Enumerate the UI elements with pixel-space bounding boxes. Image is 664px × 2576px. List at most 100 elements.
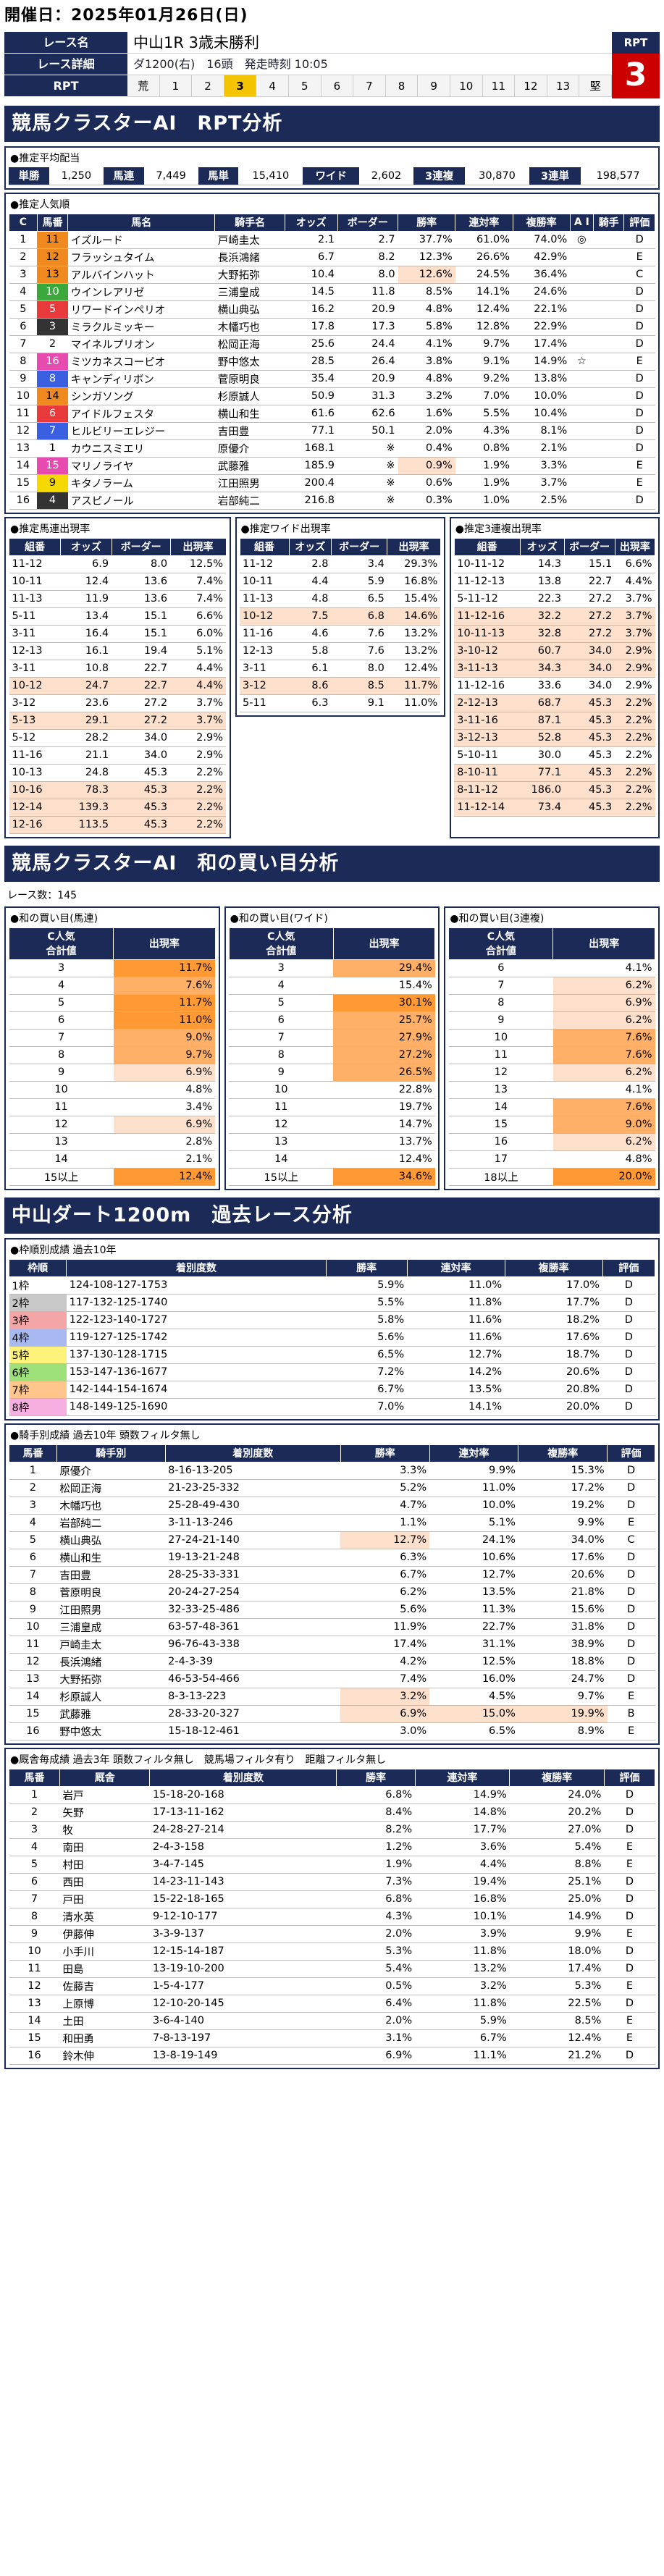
cell: 松岡正海 [214, 335, 285, 353]
sum-value: 10 [9, 1081, 114, 1099]
horse-name: ウインレアリゼ [67, 283, 215, 301]
cell: 6.9 [60, 555, 112, 573]
cell: 12.4% [455, 300, 513, 319]
horse-name: ミツカネスコーピオ [67, 353, 215, 371]
table-row: 13 1 カウニスミエリ 原優介 168.1 ※ 0.4% 0.8% 2.1% D [9, 439, 655, 458]
sum-value: 8 [229, 1046, 334, 1064]
table-row: 18以上 20.0% [448, 1168, 655, 1186]
table-row: 7 戸田 15-22-18-165 6.8% 16.8% 25.0% D [9, 1890, 655, 1908]
cell: 14.5 [285, 283, 338, 301]
wide-title: ●推定ワイド出現率 [240, 523, 331, 535]
cell: 7.4% [170, 590, 226, 608]
col-header: 複勝率 [512, 213, 571, 232]
cell: 2.0% [336, 2012, 416, 2030]
cell: 18.0% [509, 1942, 605, 1961]
table-row: 6 25.7% [229, 1011, 435, 1030]
table-row: 3枠 122-123-140-1727 5.8% 11.6% 18.2% D [9, 1311, 655, 1329]
horse-number: 4 [37, 492, 68, 510]
header-line: C人気 [267, 931, 295, 943]
cell: 3.7% [615, 607, 655, 626]
payout-value: 1,250 [49, 167, 104, 185]
cell: 11-12-13 [454, 573, 521, 591]
table-row: 11-12-16 32.2 27.2 3.7% [454, 607, 655, 626]
cell: E [604, 1977, 655, 1995]
cell: 2.7 [337, 231, 398, 249]
cell: 4 [9, 1514, 57, 1532]
table-row: 2 松岡正海 21-23-25-332 5.2% 11.0% 17.2% D [9, 1479, 655, 1497]
table-row: 11 7.6% [448, 1046, 655, 1064]
sum-value: 4 [9, 977, 114, 995]
cell [593, 370, 624, 388]
cell: E [623, 353, 655, 371]
cell: 野中悠太 [214, 353, 285, 371]
col-header: 厩舎 [59, 1768, 151, 1787]
cell: 17.8 [285, 318, 338, 336]
cell: 17.6% [518, 1549, 608, 1567]
jockey-title: ●騎手別成績 過去10年 頭数フィルタ無し [10, 1429, 201, 1441]
cell: 3.2% [340, 1688, 430, 1706]
rate-value: 13.7% [333, 1133, 435, 1151]
cell: 11.8% [407, 1294, 505, 1312]
cell: 2.2% [615, 799, 655, 817]
table-row: 2-12-13 68.7 45.3 2.2% [454, 694, 655, 712]
cell [593, 422, 624, 440]
cell: 岩部純二 [56, 1514, 166, 1532]
col-header: ボーダー [337, 213, 399, 232]
cell: E [623, 457, 655, 475]
cell: 96-76-43-338 [165, 1636, 341, 1654]
rate-value: 7.6% [552, 1046, 655, 1064]
cell: 13-19-10-200 [149, 1960, 337, 1978]
cell: 148-149-125-1690 [66, 1398, 327, 1416]
cell: 11.9 [60, 590, 112, 608]
cell: 清水英 [59, 1908, 150, 1926]
rate-value: 2.8% [113, 1133, 216, 1151]
table-row: 2 矢野 17-13-11-162 8.4% 14.8% 20.2% D [9, 1803, 655, 1822]
cell: D [604, 1942, 655, 1961]
cell: 14.2% [407, 1363, 505, 1381]
cell: D [607, 1549, 655, 1567]
cell: 5 [9, 1856, 60, 1874]
cell: 武藤雅 [56, 1705, 166, 1723]
cell [593, 492, 624, 510]
col-header: A I [569, 213, 594, 232]
cell: 6.9% [336, 2047, 416, 2065]
rate-value: 9.7% [113, 1046, 216, 1064]
cell: 13 [9, 1670, 57, 1688]
cell [593, 231, 624, 249]
cell: 16.1 [60, 642, 112, 660]
cell: 20.6% [505, 1363, 603, 1381]
table-row: 15以上 12.4% [9, 1168, 216, 1186]
cell: 30.0 [520, 746, 565, 765]
cell: 20.8% [505, 1381, 603, 1399]
cell: 12.4% [387, 660, 441, 678]
horse-number: 12 [37, 248, 68, 266]
cell: 27.2 [112, 694, 171, 712]
table-row: 13 上原博 12-10-20-145 6.4% 11.8% 22.5% D [9, 1995, 655, 2013]
cell: 13 [9, 439, 38, 458]
cell: 12.3% [398, 248, 455, 266]
cell: 12.4% [509, 2029, 605, 2047]
rate-value: 15.4% [333, 977, 435, 995]
cell: 32.8 [520, 625, 565, 643]
cell: 17.0% [505, 1276, 603, 1295]
cell: 7.6 [331, 625, 387, 643]
cell: 佐藤吉 [59, 1977, 150, 1995]
cell: 1 [9, 1462, 57, 1480]
payout-value: 2,602 [359, 167, 413, 185]
cell: 153-147-136-1677 [66, 1363, 327, 1381]
cell: 12.7% [340, 1531, 430, 1549]
rpt-cell: 9 [418, 75, 450, 96]
cell: 6.2% [340, 1583, 430, 1601]
cell: 11.6% [407, 1311, 505, 1329]
payout-label: 3連単 [529, 167, 581, 185]
cell: 4.8% [398, 300, 455, 319]
table-row: 11 田島 13-19-10-200 5.4% 13.2% 17.4% D [9, 1960, 655, 1978]
rate-value: 11.0% [113, 1011, 216, 1030]
cell: 45.3 [564, 799, 615, 817]
cell [593, 353, 624, 371]
cell: D [623, 231, 655, 249]
cell: 10 [9, 1618, 57, 1636]
header-line: C人気 [47, 931, 75, 943]
table-row: 13 大野拓弥 46-53-54-466 7.4% 16.0% 24.7% D [9, 1670, 655, 1688]
cell: D [607, 1653, 655, 1671]
